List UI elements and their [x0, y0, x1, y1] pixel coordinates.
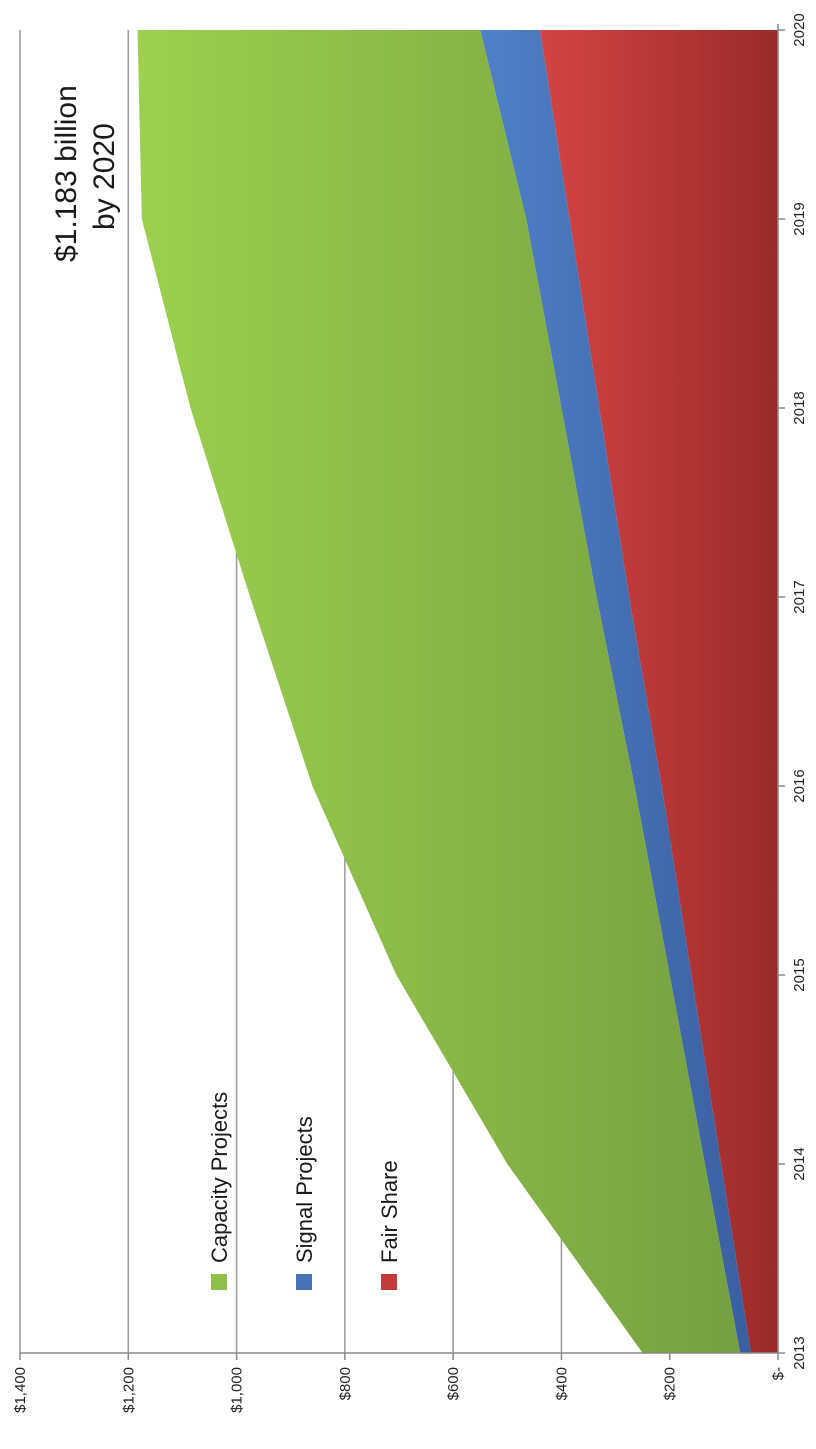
year-tick-label: 2017	[791, 580, 808, 613]
value-tick-label: $600	[445, 1367, 462, 1400]
value-tick-label: $200	[662, 1367, 679, 1400]
value-tick-label: $800	[337, 1367, 354, 1400]
year-tick-label: 2018	[791, 391, 808, 424]
annotation-line-2: by 2020	[88, 123, 121, 230]
value-tick-label: $1,200	[120, 1367, 137, 1413]
axis-ticks: $- $200 $400 $600 $800 $1,000 $1,200 $1,400 2013…	[12, 13, 808, 1413]
year-tick-label: 2015	[791, 958, 808, 991]
year-tick-label: 2020	[791, 13, 808, 46]
series-areas	[137, 30, 778, 1353]
legend: Capacity Projects Signal Projects Fair Sha…	[207, 1092, 402, 1290]
value-tick-label: $-	[770, 1367, 787, 1380]
axes	[20, 24, 779, 1354]
area-fair-share	[539, 30, 778, 1353]
legend-label-fair-share: Fair Share	[377, 1160, 402, 1263]
legend-label-capacity-projects: Capacity Projects	[207, 1092, 232, 1263]
year-tick-label: 2016	[791, 769, 808, 802]
total-annotation: $1.183 billion by 2020	[50, 85, 121, 262]
year-tick-label: 2019	[791, 202, 808, 235]
legend-swatch-capacity-projects	[211, 1274, 227, 1290]
legend-label-signal-projects: Signal Projects	[292, 1116, 317, 1263]
legend-swatch-fair-share	[381, 1274, 397, 1290]
annotation-line-1: $1.183 billion	[50, 85, 83, 262]
value-tick-label: $1,400	[12, 1367, 29, 1413]
value-tick-label: $1,000	[229, 1367, 246, 1413]
year-tick-label: 2013	[791, 1336, 808, 1369]
area-capacity-projects	[137, 30, 741, 1353]
value-tick-label: $400	[553, 1367, 570, 1400]
year-tick-label: 2014	[791, 1147, 808, 1180]
area-signal-projects	[480, 30, 751, 1353]
legend-swatch-signal-projects	[296, 1274, 312, 1290]
